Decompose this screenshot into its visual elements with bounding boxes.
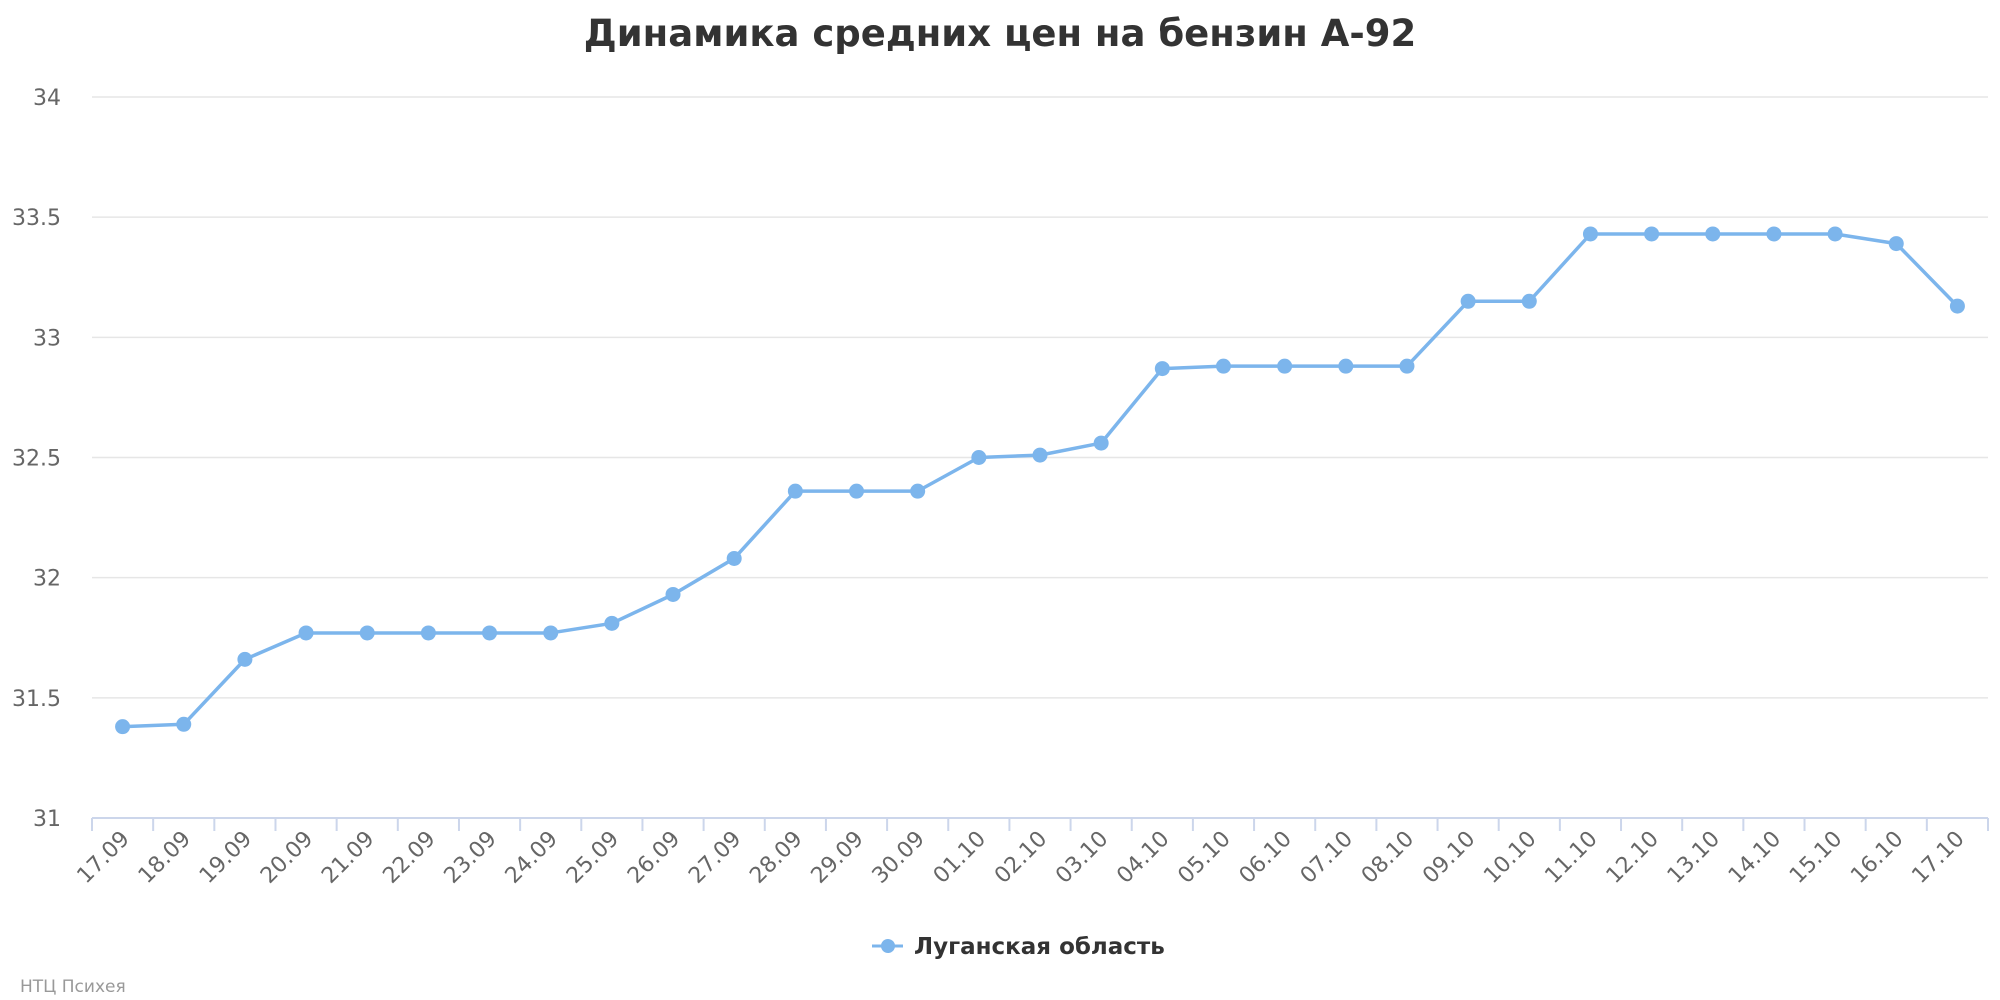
x-tick-label: 18.09 — [134, 827, 196, 889]
data-point[interactable] — [1032, 447, 1048, 463]
legend[interactable]: Луганская область — [872, 934, 1165, 960]
data-point[interactable] — [1949, 298, 1965, 314]
y-tick-label: 33.5 — [12, 206, 61, 231]
data-point[interactable] — [1277, 358, 1293, 374]
x-tick-label: 10.10 — [1479, 827, 1541, 889]
x-tick-label: 22.09 — [378, 827, 440, 889]
data-point[interactable] — [1827, 226, 1843, 242]
x-tick-label: 17.09 — [73, 827, 135, 889]
data-point[interactable] — [115, 719, 131, 735]
x-tick-label: 07.10 — [1296, 827, 1358, 889]
x-tick-label: 04.10 — [1112, 827, 1174, 889]
data-point[interactable] — [176, 716, 192, 732]
x-tick-label: 08.10 — [1357, 827, 1419, 889]
data-point[interactable] — [1705, 226, 1721, 242]
x-tick-label: 06.10 — [1235, 827, 1297, 889]
data-point[interactable] — [604, 615, 620, 631]
x-tick-label: 09.10 — [1418, 827, 1480, 889]
x-tick-label: 05.10 — [1174, 827, 1236, 889]
series-lugansk — [115, 226, 1965, 735]
data-point[interactable] — [910, 483, 926, 499]
data-point[interactable] — [482, 625, 498, 641]
x-tick-label: 16.10 — [1846, 827, 1908, 889]
x-tick-label: 17.10 — [1907, 827, 1969, 889]
x-tick-label: 19.09 — [195, 827, 257, 889]
x-tick-label: 13.10 — [1663, 827, 1725, 889]
x-tick-label: 20.09 — [256, 827, 318, 889]
x-tick-label: 03.10 — [1051, 827, 1113, 889]
x-tick-label: 26.09 — [623, 827, 685, 889]
data-point[interactable] — [1888, 236, 1904, 252]
x-tick-label: 29.09 — [807, 827, 869, 889]
data-point[interactable] — [1766, 226, 1782, 242]
chart-title: Динамика средних цен на бензин А-92 — [584, 12, 1416, 55]
data-point[interactable] — [1582, 226, 1598, 242]
data-point[interactable] — [1215, 358, 1231, 374]
data-point[interactable] — [787, 483, 803, 499]
data-point[interactable] — [849, 483, 865, 499]
x-tick-label: 14.10 — [1724, 827, 1786, 889]
data-point[interactable] — [971, 450, 987, 465]
x-tick-label: 12.10 — [1602, 827, 1664, 889]
y-tick-label: 32.5 — [12, 447, 61, 472]
series-line — [120, 232, 1960, 729]
x-tick-label: 02.10 — [990, 827, 1052, 889]
y-axis: 31 31.5 32 32.5 33 33.5 34 — [12, 86, 61, 832]
data-point[interactable] — [726, 550, 742, 566]
data-point[interactable] — [237, 651, 253, 667]
data-point[interactable] — [1338, 358, 1354, 374]
x-tick-label: 30.09 — [868, 827, 930, 889]
x-tick-label: 24.09 — [501, 827, 563, 889]
x-tick-label: 25.09 — [562, 827, 624, 889]
x-axis: 17.0918.0919.0920.0921.0922.0923.0924.09… — [73, 817, 1989, 889]
data-point[interactable] — [1154, 361, 1170, 377]
data-point[interactable] — [1644, 226, 1660, 242]
data-point[interactable] — [298, 625, 314, 641]
x-tick-label: 23.09 — [440, 827, 502, 889]
y-tick-label: 32 — [33, 567, 61, 592]
x-tick-label: 28.09 — [745, 827, 807, 889]
y-tick-label: 31.5 — [12, 687, 61, 712]
data-point[interactable] — [1521, 293, 1537, 309]
data-point[interactable] — [1460, 293, 1476, 309]
x-tick-label: 01.10 — [929, 827, 991, 889]
credits-text[interactable]: НТЦ Психея — [20, 977, 126, 997]
x-tick-label: 27.09 — [684, 827, 746, 889]
data-point[interactable] — [1399, 358, 1415, 374]
legend-series-marker — [881, 939, 895, 953]
y-tick-label: 34 — [33, 86, 61, 111]
x-tick-label: 15.10 — [1785, 827, 1847, 889]
y-tick-label: 33 — [33, 326, 61, 351]
legend-series-label[interactable]: Луганская область — [914, 934, 1165, 960]
x-tick-label: 21.09 — [317, 827, 379, 889]
x-tick-label: 11.10 — [1540, 827, 1602, 889]
data-point[interactable] — [359, 625, 375, 641]
data-point[interactable] — [1093, 435, 1109, 451]
data-point[interactable] — [665, 586, 681, 602]
data-point[interactable] — [420, 625, 436, 641]
grid-lines — [92, 96, 1988, 699]
y-tick-label: 31 — [33, 807, 61, 832]
data-point[interactable] — [543, 625, 559, 641]
